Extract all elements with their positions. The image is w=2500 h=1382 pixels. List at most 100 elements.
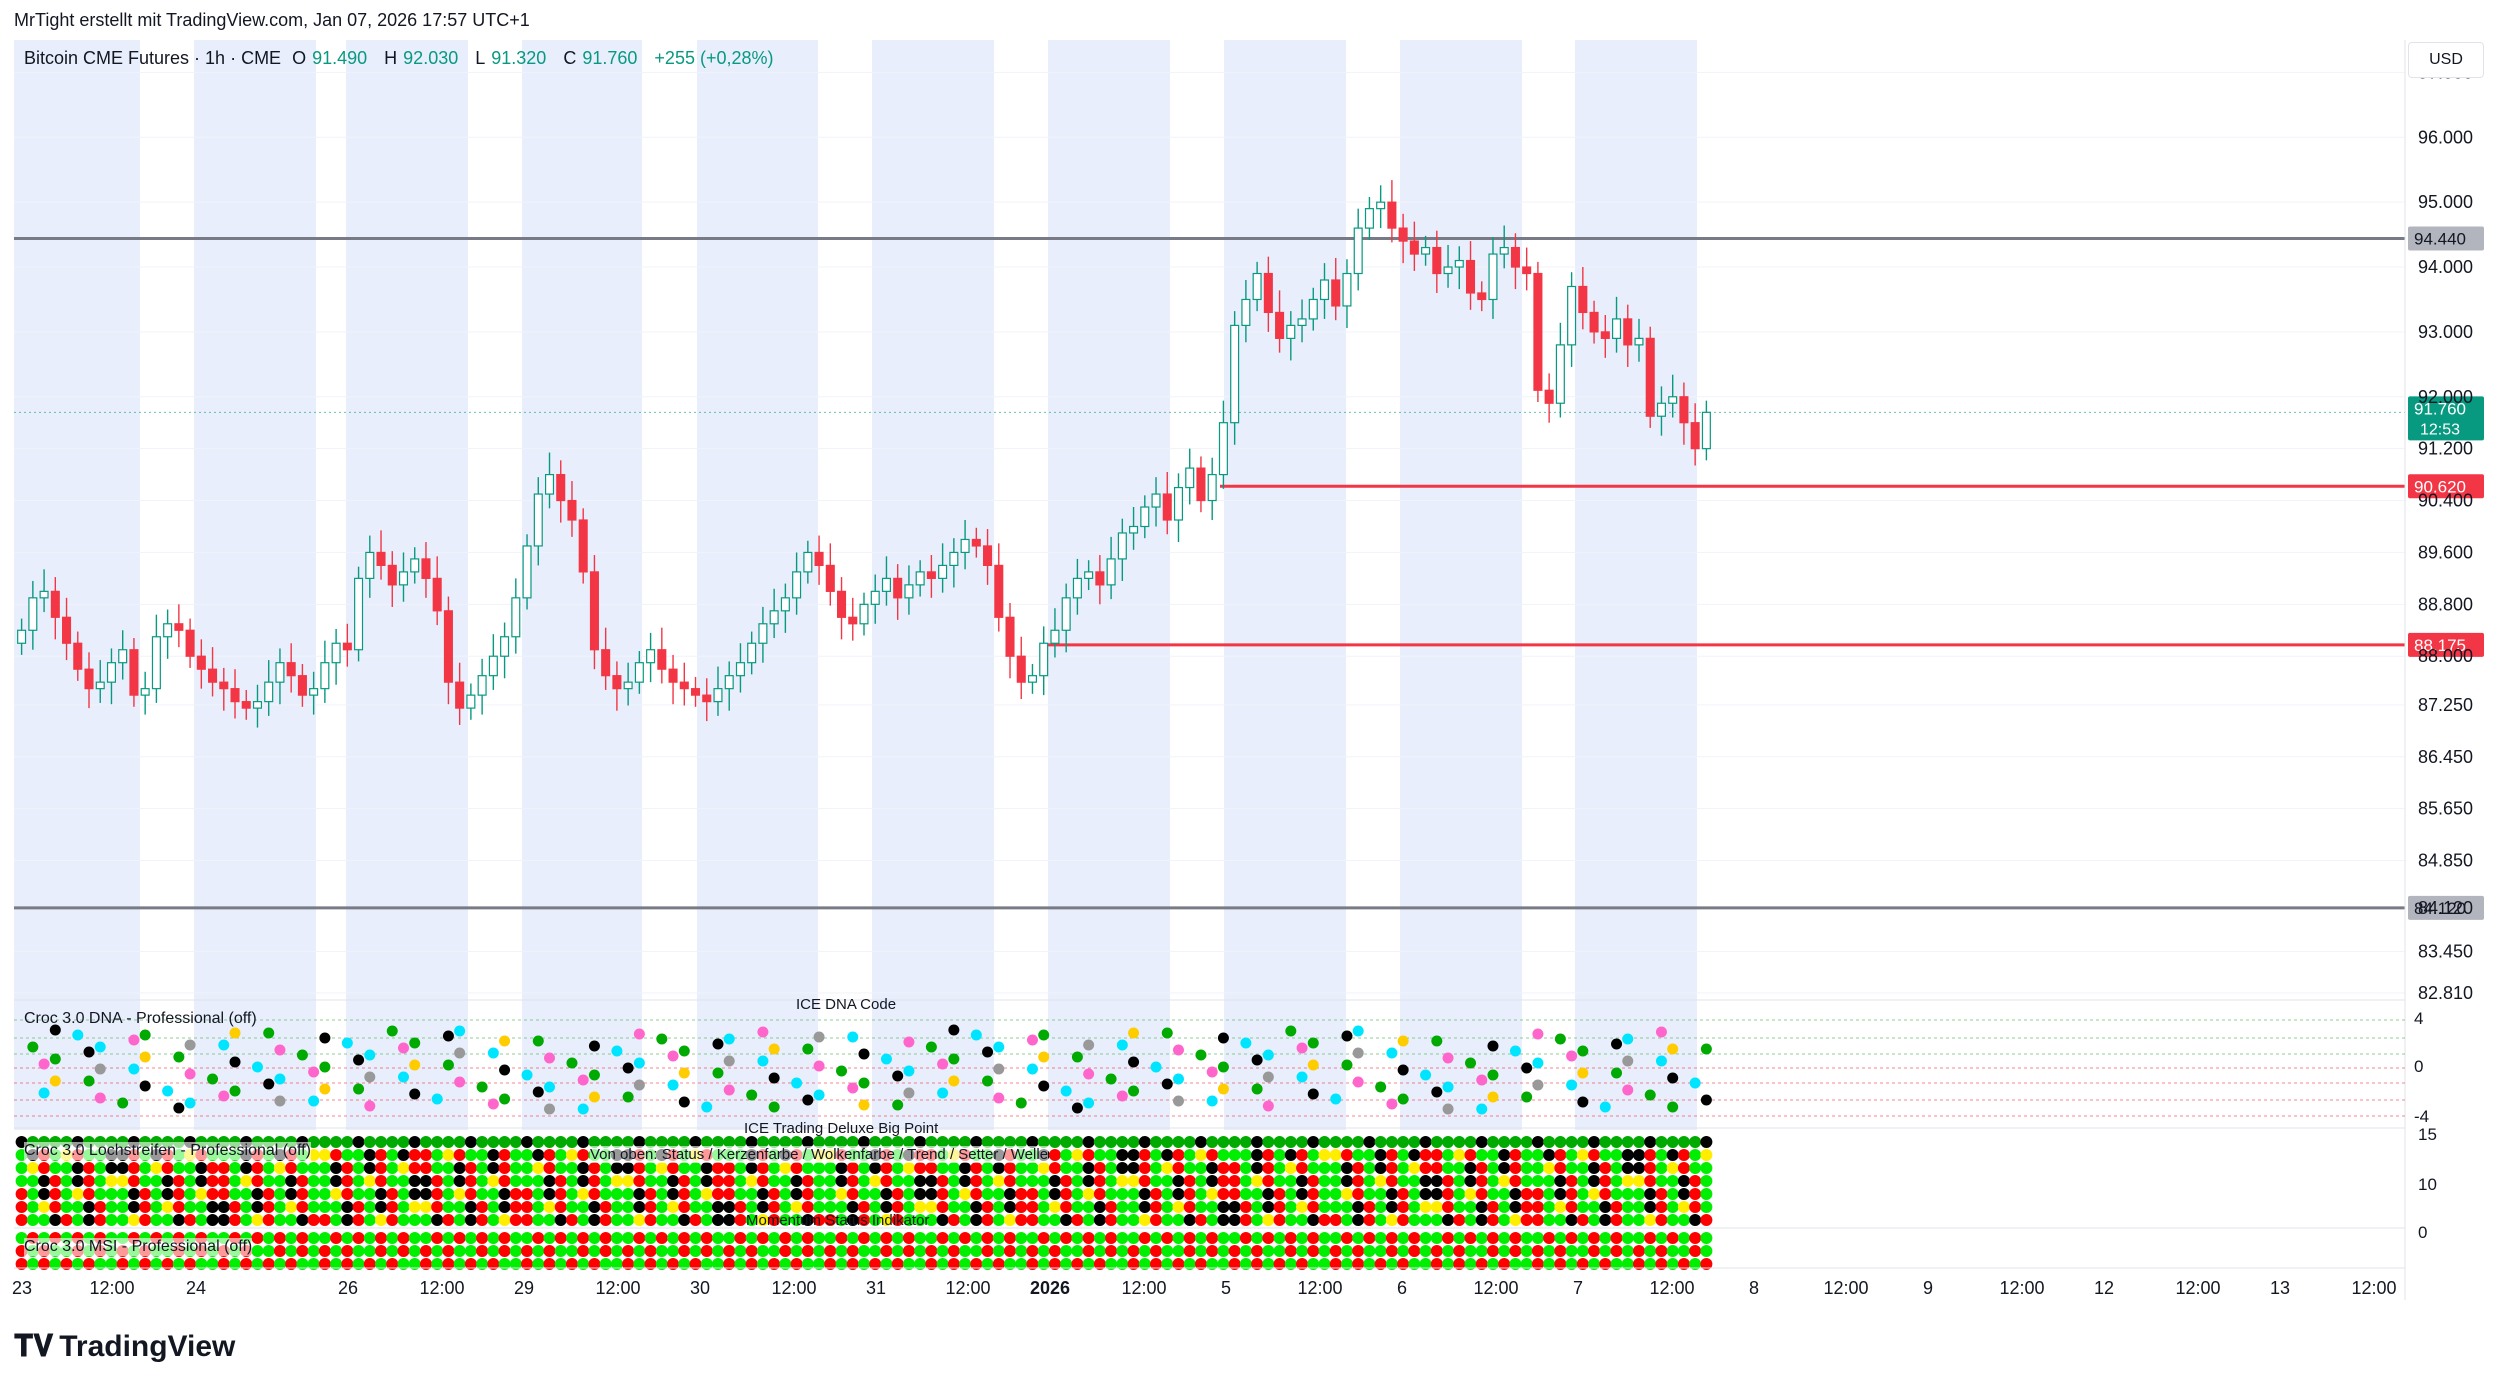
loch-dot xyxy=(543,1188,556,1200)
msi-dot xyxy=(1026,1232,1039,1244)
loch-dot xyxy=(341,1201,354,1213)
msi-dot xyxy=(599,1232,612,1244)
loch-dot xyxy=(431,1175,444,1187)
loch-dot xyxy=(285,1201,298,1213)
candle-body xyxy=(567,499,577,521)
tradingview-mark-icon: 𝐓𝐕 xyxy=(14,1330,54,1363)
msi-dot xyxy=(442,1258,455,1270)
time-tick-label: 12:00 xyxy=(945,1278,990,1298)
loch-dot xyxy=(1442,1149,1455,1161)
loch-dot xyxy=(1116,1214,1129,1226)
loch-dot xyxy=(1666,1175,1679,1187)
loch-dot xyxy=(38,1214,51,1226)
msi-dot xyxy=(1048,1245,1061,1257)
loch-dot xyxy=(1475,1175,1488,1187)
dna-dot xyxy=(364,1100,376,1112)
msi-dot xyxy=(734,1245,747,1257)
loch-dot xyxy=(779,1162,792,1174)
msi-dot xyxy=(442,1245,455,1257)
loch-dot xyxy=(1531,1188,1544,1200)
msi-dot xyxy=(509,1245,522,1257)
dna-dot xyxy=(49,1024,61,1036)
candle-body xyxy=(1117,532,1127,560)
loch-dot xyxy=(1397,1214,1410,1226)
loch-dot xyxy=(419,1162,432,1174)
loch-dot xyxy=(678,1188,691,1200)
dna-dot xyxy=(139,1029,151,1041)
loch-dot xyxy=(610,1175,623,1187)
loch-dot xyxy=(487,1149,500,1161)
loch-dot xyxy=(565,1162,578,1174)
loch-dot xyxy=(375,1201,388,1213)
msi-pane-label[interactable]: Croc 3.0 MSI - Professional (off) xyxy=(24,1238,253,1256)
msi-dot xyxy=(633,1245,646,1257)
loch-dot xyxy=(1150,1162,1163,1174)
dna-dot xyxy=(1476,1103,1488,1115)
msi-dot xyxy=(184,1258,197,1270)
price-axis[interactable]: 97.00096.00095.00094.00093.00092.00091.2… xyxy=(2404,40,2473,1300)
loch-dot xyxy=(1105,1175,1118,1187)
loch-dot xyxy=(1161,1162,1174,1174)
symbol-legend[interactable]: Bitcoin CME Futures · 1h · CME O 91.490 H… xyxy=(24,48,780,69)
msi-dot xyxy=(206,1258,219,1270)
candle-body xyxy=(151,636,161,690)
msi-dot xyxy=(509,1258,522,1270)
msi-dot xyxy=(307,1258,320,1270)
loch-dot xyxy=(1453,1175,1466,1187)
msi-dot xyxy=(914,1232,927,1244)
msi-dot xyxy=(1307,1258,1320,1270)
loch-dot xyxy=(678,1162,691,1174)
msi-dot xyxy=(1318,1245,1331,1257)
msi-dot xyxy=(959,1245,972,1257)
msi-dot xyxy=(71,1258,84,1270)
loch-dot xyxy=(386,1214,399,1226)
loch-dot xyxy=(588,1201,601,1213)
loch-dot xyxy=(1262,1162,1275,1174)
loch-dot xyxy=(543,1175,556,1187)
loch-dot xyxy=(431,1149,444,1161)
loch-dot xyxy=(779,1214,792,1226)
dna-dot xyxy=(1352,1076,1364,1088)
loch-dot xyxy=(835,1162,848,1174)
loch-dot xyxy=(26,1214,39,1226)
loch-dot xyxy=(1239,1201,1252,1213)
time-axis[interactable]: 23 12:00 24 26 12:00 29 12:00 30 12:00 31 12:00 202… xyxy=(12,1267,2405,1298)
loch-dot xyxy=(38,1201,51,1213)
loch-dot xyxy=(1194,1201,1207,1213)
dna-dot xyxy=(173,1051,185,1063)
loch-dot xyxy=(880,1201,893,1213)
loch-dot xyxy=(678,1214,691,1226)
loch-dot xyxy=(1610,1149,1623,1161)
currency-button[interactable]: USD xyxy=(2408,42,2484,78)
dna-dot xyxy=(139,1051,151,1063)
loch-dot xyxy=(521,1175,534,1187)
symbol-name[interactable]: Bitcoin CME Futures · 1h · CME xyxy=(24,48,282,68)
dna-dot xyxy=(847,1031,859,1043)
msi-dot xyxy=(768,1258,781,1270)
candle-body xyxy=(522,545,532,599)
msi-dot xyxy=(498,1245,511,1257)
loch-dot xyxy=(1385,1214,1398,1226)
dna-pane-label[interactable]: Croc 3.0 DNA - Professional (off) xyxy=(24,1010,257,1027)
loch-pane-label[interactable]: Croc 3.0 Lochstreifen - Professional (of… xyxy=(24,1142,311,1160)
msi-dot xyxy=(1082,1245,1095,1257)
loch-dot xyxy=(992,1214,1005,1226)
loch-dot xyxy=(644,1175,657,1187)
candle-body xyxy=(1218,422,1228,476)
last-price-tag xyxy=(2408,396,2484,441)
msi-dot xyxy=(1183,1232,1196,1244)
dna-dot xyxy=(1206,1066,1218,1078)
loch-dot xyxy=(1273,1201,1286,1213)
loch-dot xyxy=(1486,1175,1499,1187)
loch-dot xyxy=(577,1201,590,1213)
dna-dot xyxy=(1577,1067,1589,1079)
msi-dot xyxy=(813,1232,826,1244)
tradingview-logo[interactable]: 𝐓𝐕 TradingView xyxy=(14,1330,236,1363)
loch-dot xyxy=(936,1162,949,1174)
loch-dot xyxy=(240,1201,253,1213)
loch-dot xyxy=(1374,1214,1387,1226)
msi-dot xyxy=(914,1245,927,1257)
loch-dot xyxy=(1273,1149,1286,1161)
